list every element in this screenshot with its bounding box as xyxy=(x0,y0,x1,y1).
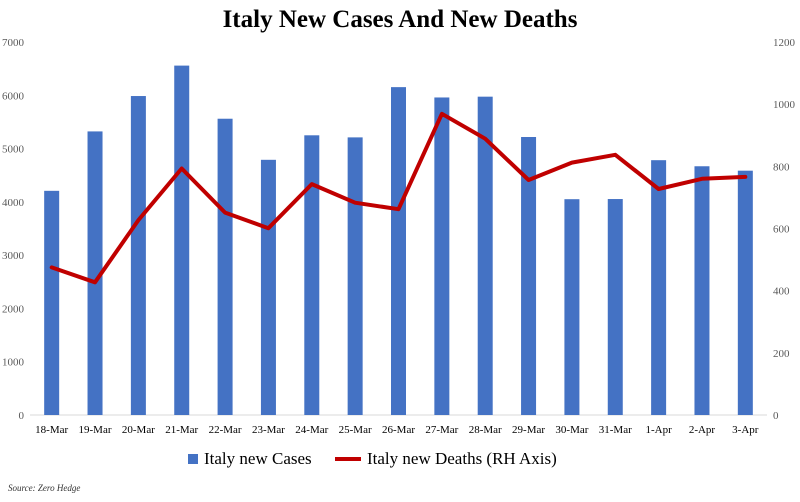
bar-28-Mar xyxy=(477,96,493,415)
bar-29-Mar xyxy=(521,137,537,415)
right-tick-label: 800 xyxy=(773,161,790,173)
x-tick-label: 19-Mar xyxy=(79,424,112,436)
x-tick-label: 1-Apr xyxy=(645,424,672,436)
legend-swatch-cases xyxy=(188,454,198,464)
chart-plot: 0 1000 2000 3000 4000 5000 6000 7000 0 200 400 600… xyxy=(2,37,796,436)
bar-1-Apr xyxy=(651,160,667,415)
bar-21-Mar xyxy=(174,65,190,416)
bar-22-Mar xyxy=(217,118,233,415)
left-tick-label: 7000 xyxy=(2,37,25,49)
right-tick-label: 600 xyxy=(773,224,790,236)
left-tick-label: 6000 xyxy=(2,90,25,102)
x-tick-label: 24-Mar xyxy=(295,424,328,436)
bar-25-Mar xyxy=(347,137,363,416)
bar-20-Mar xyxy=(130,96,146,416)
x-tick-label: 25-Mar xyxy=(339,424,372,436)
x-tick-label: 29-Mar xyxy=(512,424,545,436)
bar-24-Mar xyxy=(304,135,320,415)
legend-swatch-deaths xyxy=(335,457,361,461)
left-tick-label: 0 xyxy=(19,410,25,422)
left-tick-label: 2000 xyxy=(2,303,25,315)
left-tick-label: 1000 xyxy=(2,357,25,369)
x-tick-label: 21-Mar xyxy=(165,424,198,436)
bar-23-Mar xyxy=(260,159,276,415)
bar-30-Mar xyxy=(564,199,580,415)
right-tick-label: 200 xyxy=(773,348,790,360)
x-tick-label: 22-Mar xyxy=(209,424,242,436)
bar-2-Apr xyxy=(694,166,710,415)
x-tick-label: 23-Mar xyxy=(252,424,285,436)
bar-26-Mar xyxy=(391,87,406,416)
x-tick-label: 26-Mar xyxy=(382,424,415,436)
legend-item-cases: Italy new Cases xyxy=(188,449,312,469)
right-tick-label: 0 xyxy=(773,410,779,422)
bar-18-Mar xyxy=(44,190,60,415)
x-tick-label: 28-Mar xyxy=(469,424,502,436)
legend-label-deaths: Italy new Deaths (RH Axis) xyxy=(367,449,557,468)
x-tick-label: 3-Apr xyxy=(732,424,759,436)
right-tick-label: 1000 xyxy=(773,99,796,111)
source-note: Source: Zero Hedge xyxy=(8,483,81,493)
bar-31-Mar xyxy=(607,199,623,415)
bar-3-Apr xyxy=(737,170,753,415)
legend: Italy new Cases Italy new Deaths (RH Axi… xyxy=(0,449,800,471)
right-tick-label: 400 xyxy=(773,286,790,298)
x-tick-label: 31-Mar xyxy=(599,424,632,436)
x-tick-label: 18-Mar xyxy=(35,424,68,436)
chart-title: Italy New Cases And New Deaths xyxy=(222,6,578,33)
left-tick-label: 3000 xyxy=(2,250,25,262)
bar-19-Mar xyxy=(87,131,103,415)
x-tick-label: 27-Mar xyxy=(425,424,458,436)
bar-27-Mar xyxy=(434,97,450,415)
left-tick-label: 4000 xyxy=(2,197,25,209)
x-tick-label: 2-Apr xyxy=(689,424,716,436)
legend-label-cases: Italy new Cases xyxy=(204,449,312,468)
right-tick-label: 1200 xyxy=(773,37,796,49)
x-tick-label: 20-Mar xyxy=(122,424,155,436)
legend-item-deaths: Italy new Deaths (RH Axis) xyxy=(335,449,557,469)
x-tick-label: 30-Mar xyxy=(555,424,588,436)
left-tick-label: 5000 xyxy=(2,144,25,156)
